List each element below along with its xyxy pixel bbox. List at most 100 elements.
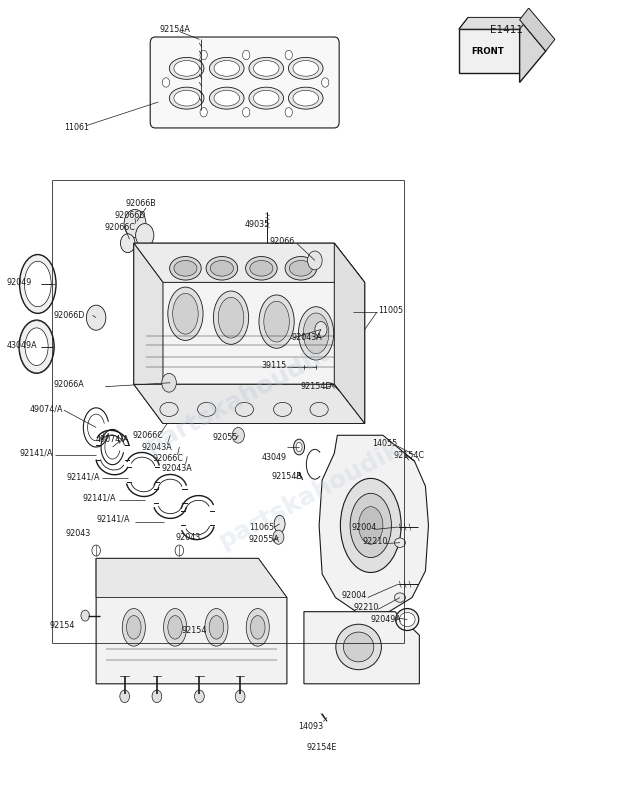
Ellipse shape <box>174 61 200 76</box>
Circle shape <box>273 530 284 544</box>
Circle shape <box>315 322 327 338</box>
Ellipse shape <box>174 261 197 276</box>
Text: 92141/A: 92141/A <box>96 514 130 524</box>
Circle shape <box>232 427 244 443</box>
Ellipse shape <box>399 613 415 626</box>
Text: 92154D: 92154D <box>300 382 332 391</box>
Text: 14093: 14093 <box>298 722 323 730</box>
Circle shape <box>92 545 100 556</box>
Ellipse shape <box>310 402 328 417</box>
Ellipse shape <box>164 609 187 646</box>
Text: partskahoudik: partskahoudik <box>141 342 333 458</box>
Polygon shape <box>134 384 365 423</box>
Text: 49035: 49035 <box>244 220 270 229</box>
Ellipse shape <box>288 58 323 79</box>
Ellipse shape <box>296 442 302 452</box>
Ellipse shape <box>288 87 323 109</box>
Polygon shape <box>319 435 428 614</box>
Ellipse shape <box>303 313 329 354</box>
Polygon shape <box>96 558 287 684</box>
Text: 92055A: 92055A <box>248 535 279 544</box>
Text: 92043A: 92043A <box>161 465 192 474</box>
Circle shape <box>120 690 130 702</box>
Circle shape <box>235 690 245 702</box>
Circle shape <box>86 305 106 330</box>
Ellipse shape <box>290 261 312 276</box>
Polygon shape <box>134 243 365 282</box>
Text: 92049: 92049 <box>7 278 32 287</box>
Polygon shape <box>334 243 365 423</box>
Circle shape <box>81 610 89 621</box>
Ellipse shape <box>210 87 244 109</box>
Ellipse shape <box>210 261 234 276</box>
Text: 39115: 39115 <box>262 361 286 370</box>
Ellipse shape <box>168 616 182 639</box>
Ellipse shape <box>246 257 277 280</box>
Ellipse shape <box>160 402 178 417</box>
Ellipse shape <box>169 58 204 79</box>
Circle shape <box>195 690 204 702</box>
Ellipse shape <box>340 478 401 573</box>
Text: 92154: 92154 <box>50 622 75 630</box>
Polygon shape <box>520 20 546 82</box>
Polygon shape <box>304 612 419 684</box>
Text: 11061: 11061 <box>64 122 89 132</box>
Ellipse shape <box>213 291 249 344</box>
Ellipse shape <box>20 254 56 314</box>
Polygon shape <box>459 29 520 73</box>
Ellipse shape <box>25 328 48 366</box>
Circle shape <box>200 50 207 60</box>
Ellipse shape <box>169 87 204 109</box>
Circle shape <box>124 210 146 238</box>
Text: 92141/A: 92141/A <box>82 494 116 502</box>
Ellipse shape <box>254 61 279 76</box>
Ellipse shape <box>394 538 405 547</box>
Text: 92066C: 92066C <box>152 454 183 463</box>
Ellipse shape <box>343 632 374 662</box>
Text: 11005: 11005 <box>378 306 403 315</box>
Text: 92154E: 92154E <box>306 743 337 752</box>
Ellipse shape <box>246 609 269 646</box>
Ellipse shape <box>259 295 294 348</box>
Text: 43049: 43049 <box>262 453 286 462</box>
Text: 92141/A: 92141/A <box>20 449 53 458</box>
Ellipse shape <box>214 61 239 76</box>
Text: 92055: 92055 <box>213 433 238 442</box>
Text: 92066C: 92066C <box>105 223 136 232</box>
Text: 43049A: 43049A <box>7 341 37 350</box>
Ellipse shape <box>173 294 198 334</box>
Polygon shape <box>134 243 365 423</box>
Ellipse shape <box>274 515 285 533</box>
Text: 49074/A: 49074/A <box>29 405 63 414</box>
Ellipse shape <box>336 624 381 670</box>
Text: partskahoudik: partskahoudik <box>215 436 405 553</box>
Text: E1411: E1411 <box>490 26 523 35</box>
Circle shape <box>162 78 170 87</box>
Ellipse shape <box>168 287 203 341</box>
Circle shape <box>162 374 176 392</box>
Ellipse shape <box>122 609 145 646</box>
Polygon shape <box>134 243 163 423</box>
FancyBboxPatch shape <box>150 37 339 128</box>
Circle shape <box>242 107 250 117</box>
Text: 92066B: 92066B <box>125 199 156 209</box>
Ellipse shape <box>285 257 317 280</box>
Text: 92154B: 92154B <box>272 472 303 482</box>
Ellipse shape <box>293 90 319 106</box>
Text: 92043: 92043 <box>175 534 200 542</box>
Text: 11065: 11065 <box>249 523 275 532</box>
Ellipse shape <box>249 58 283 79</box>
Polygon shape <box>96 558 287 598</box>
Circle shape <box>120 234 135 253</box>
Ellipse shape <box>209 616 224 639</box>
Text: 92066D: 92066D <box>114 211 146 220</box>
Ellipse shape <box>198 402 216 417</box>
Text: 92066C: 92066C <box>133 430 164 440</box>
Circle shape <box>175 545 184 556</box>
Ellipse shape <box>394 593 405 602</box>
Text: FRONT: FRONT <box>471 46 504 56</box>
Ellipse shape <box>358 506 383 544</box>
Ellipse shape <box>206 257 237 280</box>
Text: 92154C: 92154C <box>394 451 425 460</box>
Ellipse shape <box>235 402 254 417</box>
